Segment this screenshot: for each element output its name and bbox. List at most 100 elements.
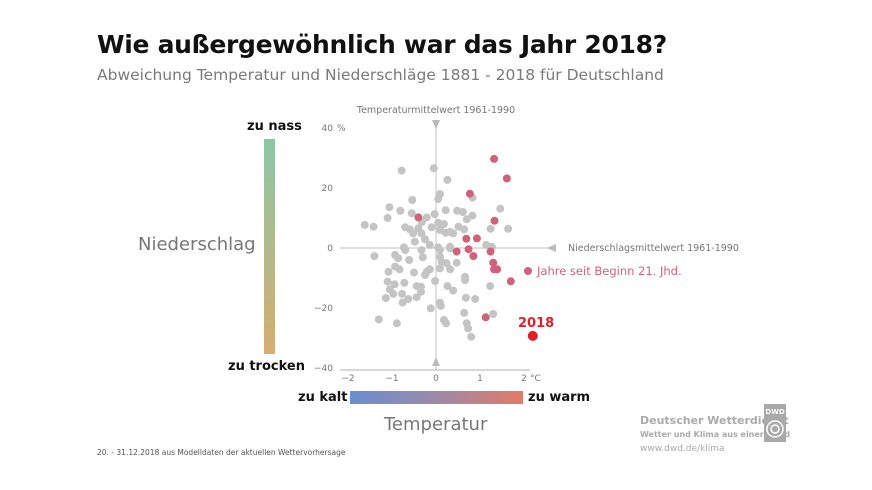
data-point — [417, 246, 426, 255]
y-axis-title: Niederschlag — [138, 234, 256, 255]
data-point-21st-century — [502, 174, 511, 183]
data-point — [390, 280, 399, 289]
data-point — [427, 223, 436, 232]
data-point — [385, 203, 394, 212]
data-point — [418, 253, 427, 262]
data-point-21st-century — [486, 247, 495, 256]
data-point — [430, 210, 439, 219]
highlight-label: 2018 — [518, 316, 554, 331]
data-point — [435, 264, 444, 273]
data-points — [360, 154, 538, 341]
data-point — [409, 229, 418, 238]
data-point — [486, 282, 495, 291]
data-point-21st-century — [464, 245, 473, 254]
data-point — [398, 289, 407, 298]
data-point — [460, 308, 469, 317]
data-point — [404, 295, 413, 303]
arrow-down-icon — [432, 120, 440, 129]
data-point — [383, 277, 392, 286]
precipitation-color-bar — [264, 139, 275, 354]
y-tick: 0 — [327, 244, 333, 254]
data-point — [410, 237, 419, 246]
data-point — [421, 235, 429, 244]
arrow-left-icon — [547, 244, 556, 252]
data-point — [460, 225, 469, 234]
data-point — [410, 268, 418, 277]
data-point — [425, 265, 434, 274]
data-point — [464, 324, 473, 333]
x-tick: 0 — [433, 374, 439, 384]
data-point — [360, 220, 369, 229]
data-point — [408, 196, 417, 204]
data-point — [425, 241, 434, 249]
data-point — [431, 277, 440, 285]
scale-dry-label: zu trocken — [228, 359, 305, 374]
data-point — [489, 310, 498, 318]
data-point — [383, 214, 392, 222]
data-point — [439, 220, 448, 228]
data-point — [401, 246, 410, 255]
y-tick: 40 — [322, 124, 334, 134]
dwd-logo: DWD — [764, 404, 786, 442]
data-point — [417, 229, 426, 238]
y-tick: 20 — [322, 184, 334, 194]
chart-subtitle: Abweichung Temperatur und Niederschläge … — [97, 66, 664, 84]
x-unit: °C — [530, 374, 541, 384]
data-point — [407, 209, 416, 218]
data-point-21st-century — [472, 234, 481, 243]
data-point — [443, 282, 452, 291]
dwd-spiral-icon: DWD — [765, 408, 785, 438]
data-point — [452, 258, 461, 267]
temperature-color-bar — [350, 391, 523, 404]
data-point — [400, 278, 409, 287]
x-ref-label: Temperaturmittelwert 1961-1990 — [356, 105, 515, 116]
data-point — [446, 244, 455, 253]
footnote: 20. - 31.12.2018 aus Modelldaten der akt… — [97, 448, 346, 457]
data-point-21st-century — [493, 265, 502, 274]
y-tick: −40 — [314, 364, 333, 374]
data-point — [397, 166, 406, 175]
data-point-21st-century — [469, 252, 478, 261]
brand-name: Deutscher Wetterdienst — [640, 414, 789, 427]
data-point-21st-century — [462, 234, 471, 243]
data-point-21st-century — [452, 247, 461, 256]
data-point — [370, 252, 379, 261]
chart-title: Wie außergewöhnlich war das Jahr 2018? — [97, 30, 667, 59]
brand-url: www.dwd.de/klima — [640, 444, 725, 454]
x-tick: 1 — [477, 374, 483, 384]
data-point — [412, 293, 421, 302]
legend-label: Jahre seit Beginn 21. Jhd. — [536, 264, 682, 278]
data-point-21st-century — [490, 216, 499, 225]
data-point — [441, 206, 450, 215]
data-point — [434, 195, 443, 204]
data-point-21st-century — [414, 213, 423, 222]
data-point — [462, 215, 471, 224]
data-point — [421, 271, 429, 279]
data-point — [443, 175, 452, 184]
data-point — [461, 276, 470, 285]
data-point — [449, 286, 458, 295]
data-point-21st-century — [481, 313, 490, 322]
x-tick: −2 — [341, 374, 354, 384]
y-tick: −20 — [314, 304, 333, 314]
data-point-21st-century — [506, 277, 515, 286]
data-point — [436, 301, 445, 310]
data-point — [398, 298, 407, 307]
data-point — [381, 294, 390, 303]
data-point — [446, 265, 455, 274]
data-point — [389, 289, 398, 298]
data-point — [429, 164, 438, 173]
arrow-up-icon — [432, 357, 440, 366]
axes: Temperaturmittelwert 1961-1990 Niedersch… — [314, 105, 739, 384]
data-point — [442, 319, 451, 328]
data-point — [467, 332, 476, 341]
y-ref-label: Niederschlagsmittelwert 1961-1990 — [568, 243, 739, 254]
data-point — [504, 224, 513, 233]
data-point — [394, 254, 403, 263]
data-point — [458, 208, 467, 216]
data-point — [396, 206, 405, 215]
data-point-21st-century — [490, 154, 499, 163]
data-point — [442, 259, 451, 268]
data-point-21st-century — [489, 258, 498, 267]
